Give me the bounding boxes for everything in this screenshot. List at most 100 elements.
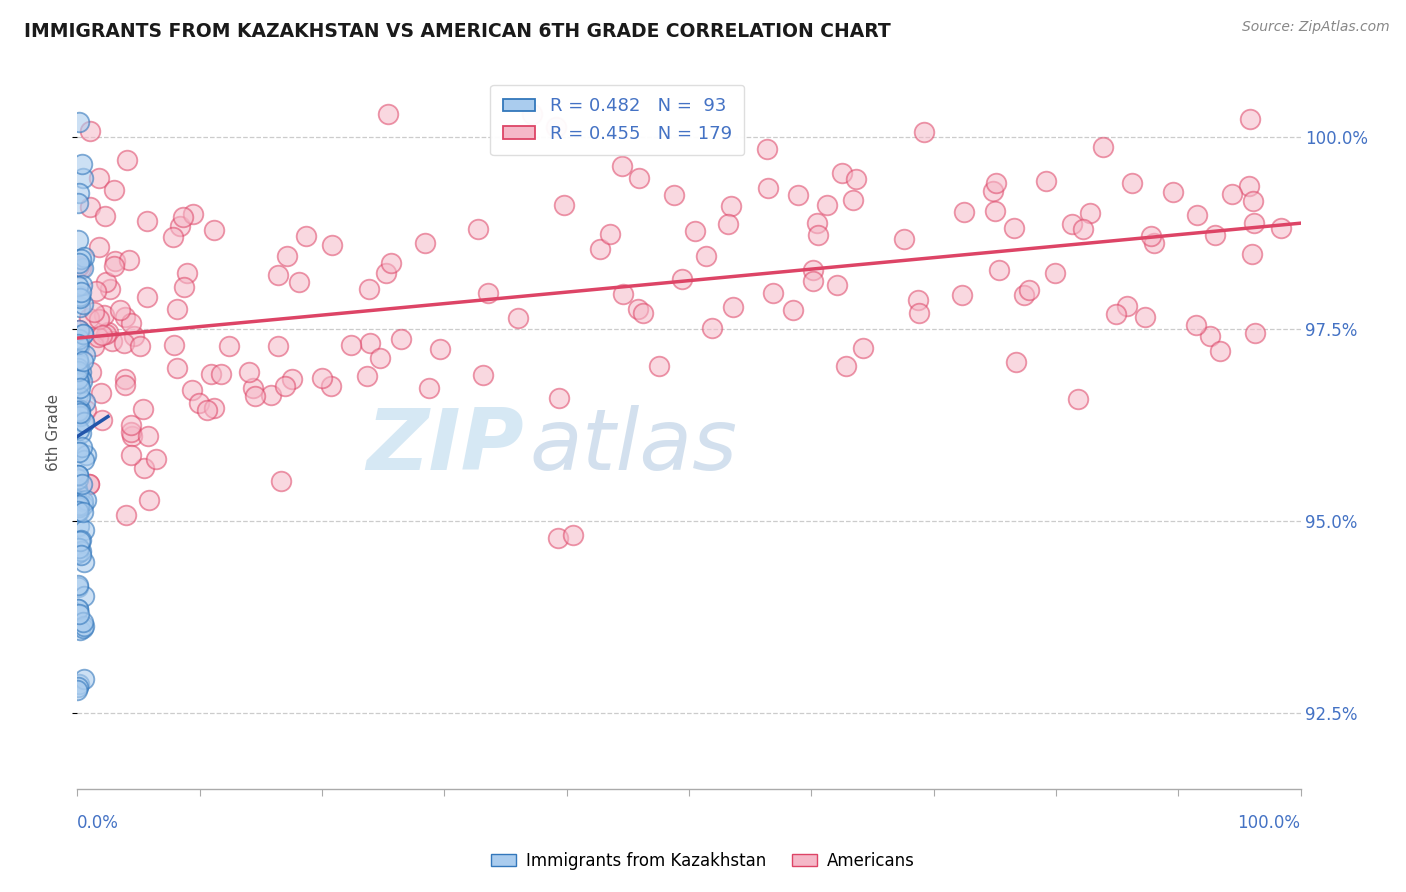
Point <box>806 216 828 230</box>
Point <box>270 474 292 488</box>
Point <box>120 449 142 463</box>
Point <box>136 428 159 442</box>
Point <box>1239 112 1261 126</box>
Point <box>1018 283 1040 297</box>
Point <box>67 233 90 247</box>
Point <box>91 327 114 342</box>
Point <box>1073 222 1095 236</box>
Point <box>1241 194 1264 209</box>
Point <box>66 492 89 507</box>
Point <box>79 124 101 138</box>
Point <box>73 523 96 537</box>
Point <box>69 403 91 417</box>
Point <box>69 623 91 637</box>
Point <box>755 143 778 157</box>
Point <box>1199 329 1222 343</box>
Point <box>72 327 94 342</box>
Point <box>72 498 94 512</box>
Point <box>69 549 91 563</box>
Point <box>835 359 858 373</box>
Point <box>67 339 90 353</box>
Point <box>70 365 93 379</box>
Point <box>120 417 142 432</box>
Point <box>70 544 93 558</box>
Point <box>69 391 91 405</box>
Point <box>90 412 112 426</box>
Point <box>121 428 143 442</box>
Point <box>176 266 198 280</box>
Point <box>70 260 93 275</box>
Point <box>66 195 89 210</box>
Text: 0.0%: 0.0% <box>77 814 120 831</box>
Point <box>1004 355 1026 369</box>
Point <box>413 236 436 251</box>
Point <box>1105 307 1128 321</box>
Point <box>756 181 779 195</box>
Point <box>831 166 853 180</box>
Point <box>981 184 1004 198</box>
Point <box>94 327 117 342</box>
Point <box>562 528 585 542</box>
Point <box>429 342 451 356</box>
Point <box>67 376 90 390</box>
Point <box>612 287 634 301</box>
Point <box>1062 218 1084 232</box>
Point <box>238 365 260 379</box>
Point <box>626 302 648 317</box>
Point <box>136 214 159 228</box>
Point <box>1139 229 1161 244</box>
Point <box>66 472 89 486</box>
Point <box>380 256 402 270</box>
Point <box>907 306 929 320</box>
Point <box>66 482 89 496</box>
Point <box>218 339 240 353</box>
Point <box>93 308 115 322</box>
Point <box>477 285 499 300</box>
Point <box>72 619 94 633</box>
Point <box>631 306 654 320</box>
Point <box>75 402 97 417</box>
Point <box>1045 266 1067 280</box>
Point <box>274 379 297 393</box>
Point <box>69 291 91 305</box>
Point <box>1002 220 1025 235</box>
Point <box>173 280 195 294</box>
Point <box>96 275 118 289</box>
Point <box>72 297 94 311</box>
Point <box>1204 227 1226 242</box>
Point <box>79 476 101 491</box>
Point <box>67 578 90 592</box>
Point <box>356 368 378 383</box>
Point <box>375 266 398 280</box>
Point <box>66 580 89 594</box>
Point <box>311 371 333 385</box>
Point <box>67 677 90 691</box>
Point <box>112 336 135 351</box>
Point <box>162 229 184 244</box>
Point <box>67 186 90 200</box>
Point <box>145 452 167 467</box>
Point <box>70 477 93 491</box>
Point <box>762 285 785 300</box>
Point <box>702 321 724 335</box>
Point <box>93 210 115 224</box>
Point <box>114 508 136 522</box>
Point <box>983 203 1005 218</box>
Point <box>67 115 90 129</box>
Point <box>67 256 90 270</box>
Point <box>267 339 290 353</box>
Point <box>209 367 232 381</box>
Point <box>67 467 90 482</box>
Point <box>72 354 94 368</box>
Point <box>267 268 290 283</box>
Point <box>120 425 142 439</box>
Point <box>1241 247 1264 261</box>
Point <box>69 322 91 336</box>
Point <box>368 351 391 366</box>
Point <box>907 293 929 308</box>
Point <box>67 388 90 402</box>
Point <box>1161 186 1184 200</box>
Point <box>662 188 685 202</box>
Point <box>67 409 90 423</box>
Point <box>66 504 89 518</box>
